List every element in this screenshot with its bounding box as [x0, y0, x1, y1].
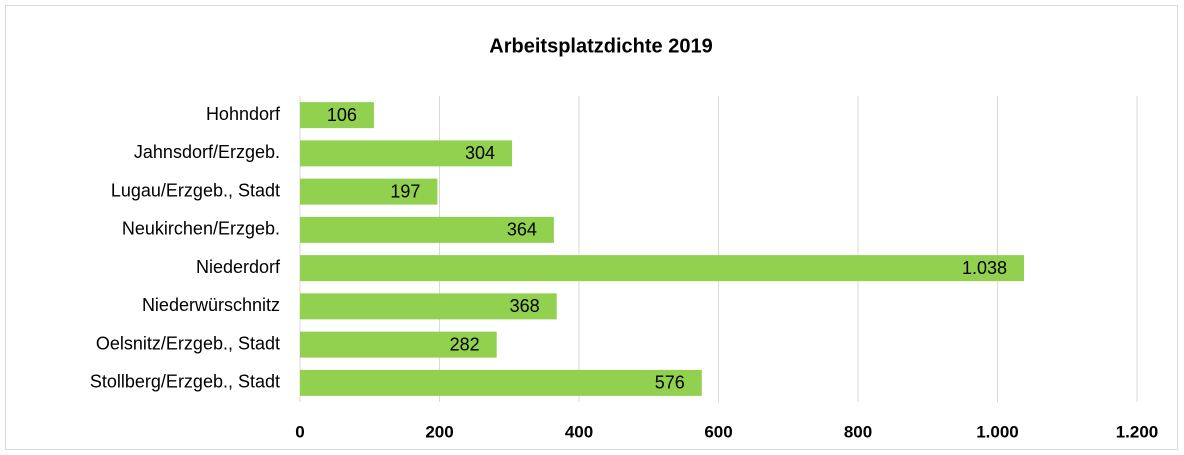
- value-label: 364: [507, 220, 537, 240]
- bar: [300, 216, 554, 243]
- y-tick-label: Jahnsdorf/Erzgeb.: [134, 142, 280, 162]
- bar: [300, 331, 497, 358]
- x-tick-label: 800: [844, 422, 872, 441]
- x-tick-label: 600: [704, 422, 732, 441]
- y-tick-label: Niederdorf: [196, 257, 281, 277]
- value-label: 106: [327, 105, 357, 125]
- y-tick-label: Niederwürschnitz: [142, 295, 280, 315]
- y-tick-label: Neukirchen/Erzgeb.: [122, 219, 280, 239]
- bar: [300, 255, 1025, 282]
- x-tick-label: 1.200: [1116, 422, 1159, 441]
- value-label: 197: [390, 181, 420, 201]
- value-label: 368: [510, 296, 540, 316]
- y-tick-label: Hohndorf: [206, 104, 281, 124]
- x-tick-label: 1.000: [976, 422, 1019, 441]
- y-tick-label: Oelsnitz/Erzgeb., Stadt: [96, 333, 280, 353]
- y-tick-label: Lugau/Erzgeb., Stadt: [111, 180, 280, 200]
- bar: [300, 369, 702, 396]
- bar: [300, 140, 513, 167]
- value-label: 282: [450, 334, 480, 354]
- value-label: 304: [465, 143, 495, 163]
- value-label: 576: [655, 373, 685, 393]
- x-tick-label: 200: [425, 422, 453, 441]
- value-label: 1.038: [962, 258, 1007, 278]
- y-tick-label: Stollberg/Erzgeb., Stadt: [90, 372, 280, 392]
- bar: [300, 178, 438, 205]
- bar: [300, 102, 374, 129]
- chart-title: Arbeitsplatzdichte 2019: [489, 35, 712, 57]
- bar: [300, 293, 557, 320]
- x-tick-label: 400: [565, 422, 593, 441]
- x-tick-label: 0: [295, 422, 304, 441]
